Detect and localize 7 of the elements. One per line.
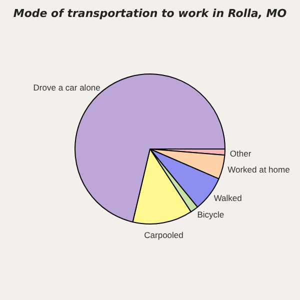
slice-label: Worked at home — [228, 164, 290, 174]
slice-label: Walked — [214, 193, 242, 204]
slice-label: Carpooled — [144, 230, 184, 240]
slice-label: Bicycle — [197, 210, 224, 220]
slice-label: Other — [230, 148, 252, 158]
chart-title: Mode of transportation to work in Rolla, MO — [13, 7, 287, 20]
slice-label: Drove a car alone — [33, 82, 101, 92]
